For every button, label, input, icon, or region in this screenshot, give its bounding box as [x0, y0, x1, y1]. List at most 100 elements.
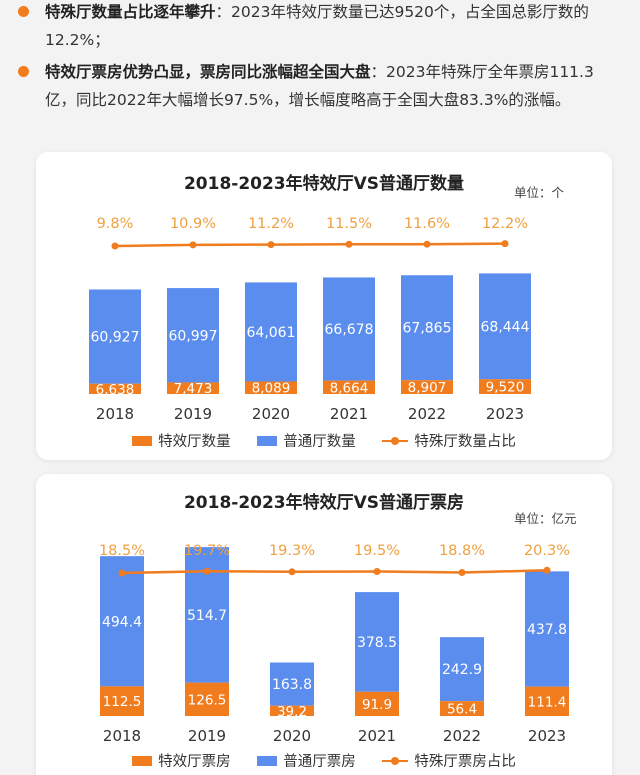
ratio-point	[501, 240, 509, 248]
data-label-special: 126.5	[188, 692, 227, 708]
bar-special	[401, 380, 453, 394]
bar-special	[323, 380, 375, 394]
bar-regular	[167, 288, 219, 383]
x-tick-label: 2018	[96, 405, 134, 423]
legend-item-special: 特效厅票房	[132, 750, 231, 771]
ratio-point	[458, 569, 466, 577]
data-label-regular: 242.9	[442, 662, 482, 678]
ratio-point	[373, 568, 381, 575]
x-tick-label: 2023	[528, 727, 566, 745]
chart-legend: 特效厅票房 普通厅票房 特殊厅票房占比	[36, 750, 612, 771]
data-label-ratio: 19.3%	[269, 543, 315, 559]
data-label-special: 9,520	[486, 380, 525, 396]
data-label-ratio: 9.8%	[97, 216, 134, 232]
data-label-special: 8,089	[252, 381, 291, 397]
data-label-regular: 60,927	[91, 330, 140, 346]
legend-label-special: 特效厅数量	[158, 434, 231, 450]
ratio-line	[121, 569, 548, 575]
bullet-1-heading: 特殊厅数量占比逐年攀升	[45, 3, 216, 21]
bullet-dot-icon	[18, 6, 29, 17]
data-label-ratio: 11.6%	[404, 216, 450, 232]
data-label-special: 111.4	[528, 694, 567, 710]
ratio-point	[345, 240, 353, 248]
data-label-special: 56.4	[447, 702, 477, 718]
legend-item-special: 特效厅数量	[132, 430, 231, 451]
chart-legend: 特效厅数量 普通厅数量 特殊厅数量占比	[36, 430, 612, 451]
bullet-2-heading: 特效厅票房优势凸显，票房同比涨幅超全国大盘	[45, 63, 371, 81]
legend-swatch-regular	[257, 756, 278, 766]
data-label-regular: 163.8	[272, 677, 312, 693]
legend-line-marker-icon	[382, 756, 409, 766]
chart-title: 2018-2023年特效厅VS普通厅数量	[183, 174, 465, 194]
x-tick-label: 2022	[443, 727, 481, 745]
bar-regular	[525, 571, 569, 687]
data-label-special: 8,664	[330, 380, 369, 396]
data-label-special: 39.2	[277, 704, 307, 720]
data-label-regular: 64,061	[247, 325, 296, 341]
data-label-special: 6,638	[96, 382, 135, 398]
data-label-regular: 494.4	[102, 614, 142, 630]
data-label-special: 112.5	[103, 694, 142, 710]
data-label-regular: 67,865	[403, 321, 452, 337]
legend-label-ratio: 特殊厅票房占比	[414, 754, 516, 770]
bar-special	[167, 382, 219, 394]
data-label-special: 91.9	[362, 697, 392, 713]
bar-regular	[270, 662, 314, 706]
ratio-point	[189, 241, 197, 249]
x-tick-label: 2020	[252, 405, 290, 423]
bar-special	[525, 686, 569, 716]
bar-special	[100, 686, 144, 716]
ratio-point	[118, 569, 126, 577]
legend-label-special: 特效厅票房	[158, 754, 231, 770]
bullet-1-text: ：2023年特效厅数量已达9520个，占全国总影厅数的12.2%；	[45, 3, 589, 49]
data-label-regular: 514.7	[187, 608, 227, 624]
bar-special	[245, 381, 297, 394]
bar-special	[355, 691, 399, 716]
x-tick-label: 2022	[408, 405, 446, 423]
legend-label-regular: 普通厅数量	[283, 434, 356, 450]
data-label-regular: 378.5	[357, 635, 397, 651]
ratio-point	[543, 566, 551, 574]
data-label-ratio: 10.9%	[170, 216, 216, 232]
data-label-special: 7,473	[174, 381, 213, 397]
ratio-point	[423, 240, 431, 248]
bar-special	[479, 379, 531, 394]
bar-regular	[440, 637, 484, 702]
ratio-point	[203, 567, 211, 575]
legend-swatch-special	[132, 436, 153, 446]
legend-label-ratio: 特殊厅数量占比	[414, 434, 516, 450]
legend-line-marker-icon	[382, 436, 409, 446]
data-label-ratio: 18.8%	[439, 543, 485, 559]
x-tick-label: 2021	[330, 405, 368, 423]
chart-unit: 单位：个	[514, 185, 565, 200]
legend-item-ratio: 特殊厅票房占比	[382, 750, 516, 771]
data-label-ratio: 11.2%	[248, 216, 294, 232]
bar-regular	[323, 277, 375, 381]
ratio-point	[267, 241, 275, 249]
x-tick-label: 2019	[174, 405, 212, 423]
chart-plot-hall-count: 60,927 6,638 2018 9.8% 60,997 7,473 2019 10.9% 6…	[89, 216, 531, 423]
x-tick-label: 2023	[486, 405, 524, 423]
x-tick-label: 2018	[103, 727, 141, 745]
data-label-ratio: 12.2%	[482, 216, 528, 232]
legend-swatch-regular	[257, 436, 278, 446]
bar-special	[440, 701, 484, 716]
x-tick-label: 2019	[188, 727, 226, 745]
bar-special	[89, 383, 141, 394]
legend-label-regular: 普通厅票房	[283, 754, 356, 770]
bar-regular	[100, 556, 144, 687]
chart-unit: 单位：亿元	[514, 511, 577, 526]
data-label-ratio: 19.5%	[354, 543, 400, 559]
ratio-line	[114, 242, 506, 248]
bar-special	[185, 682, 229, 716]
data-label-ratio: 11.5%	[326, 216, 372, 232]
bullet-2: 特效厅票房优势凸显，票房同比涨幅超全国大盘：2023年特殊厅全年票房111.3亿…	[18, 58, 615, 114]
legend-item-ratio: 特殊厅数量占比	[382, 430, 516, 451]
bullet-1: 特殊厅数量占比逐年攀升：2023年特效厅数量已达9520个，占全国总影厅数的12…	[18, 0, 615, 54]
data-label-ratio: 19.7%	[184, 543, 230, 559]
legend-item-regular: 普通厅票房	[257, 750, 356, 771]
data-label-ratio: 20.3%	[524, 543, 570, 559]
ratio-point	[111, 242, 119, 250]
chart-card-hall-count: 2018-2023年特效厅VS普通厅数量 单位：个 60,927 6,638 201…	[36, 152, 612, 460]
chart-title: 2018-2023年特效厅VS普通厅票房	[183, 493, 465, 513]
